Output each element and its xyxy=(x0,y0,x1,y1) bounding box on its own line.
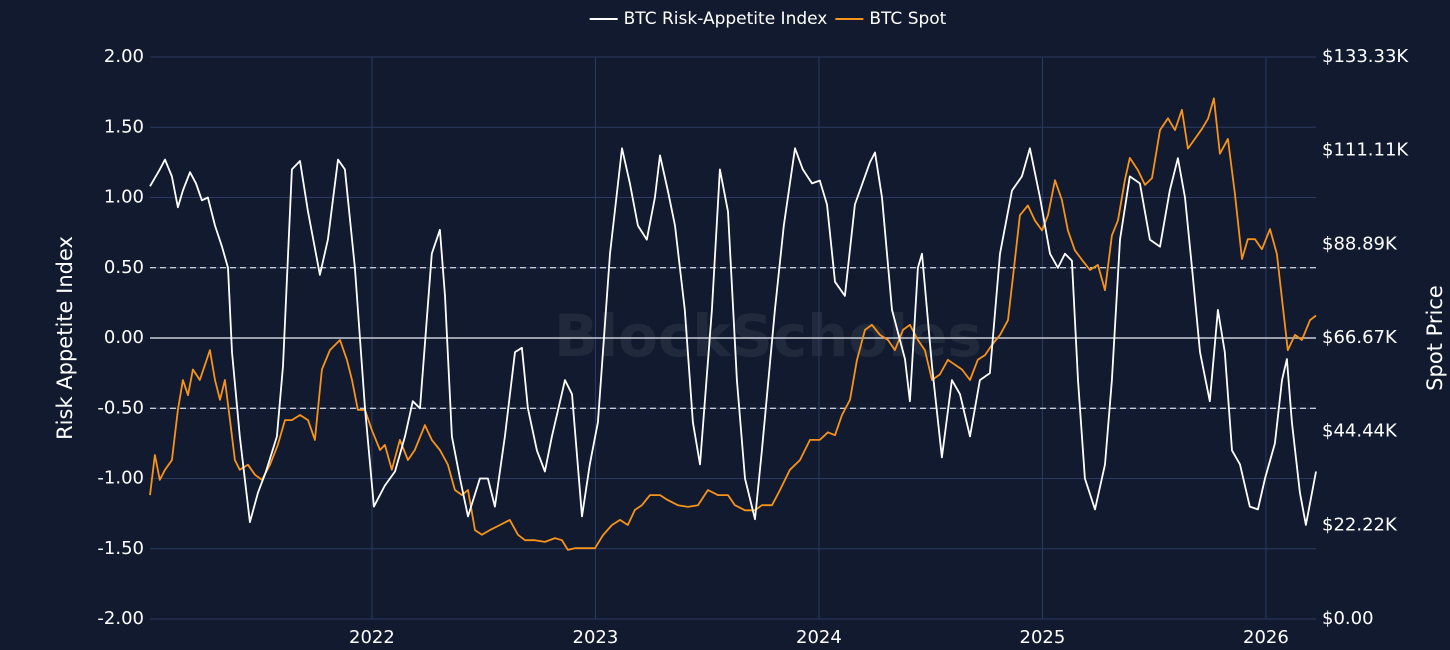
y-tick-label: -1.00 xyxy=(97,468,144,489)
series-line xyxy=(149,97,1317,551)
y-tick-label: -0.50 xyxy=(97,397,144,418)
legend-label: BTC Spot xyxy=(869,9,946,29)
y-tick-label: -2.00 xyxy=(97,608,144,629)
y2-tick-label: $133.33K xyxy=(1322,46,1409,67)
y2-axis-label: Spot Price xyxy=(1423,285,1447,391)
y-tick-label: 2.00 xyxy=(104,46,144,67)
y2-tick-label: $0.00 xyxy=(1322,608,1374,629)
watermark: BlockScholes xyxy=(554,302,982,370)
y-tick-label: 0.50 xyxy=(104,257,144,278)
legend: BTC Risk-Appetite Index BTC Spot xyxy=(589,9,947,29)
y-tick-label: 1.00 xyxy=(104,187,144,208)
x-tick-label: 2022 xyxy=(349,627,395,648)
y2-tick-label: $22.22K xyxy=(1322,514,1398,535)
y-tick-label: 0.00 xyxy=(104,327,144,348)
x-tick-label: 2025 xyxy=(1020,627,1066,648)
x-tick-label: 2026 xyxy=(1243,627,1289,648)
y2-tick-label: $44.44K xyxy=(1322,421,1398,442)
series-line xyxy=(149,147,1317,526)
y-axis-label: Risk Appetite Index xyxy=(53,236,77,440)
x-tick-label: 2023 xyxy=(573,627,619,648)
y2-tick-label: $111.11K xyxy=(1322,140,1409,161)
y-tick-label: 1.50 xyxy=(104,116,144,137)
x-tick-label: 2024 xyxy=(796,627,842,648)
legend-label: BTC Risk-Appetite Index xyxy=(624,9,828,29)
y-tick-label: -1.50 xyxy=(97,538,144,559)
y2-tick-label: $66.67K xyxy=(1322,327,1398,348)
y2-tick-label: $88.89K xyxy=(1322,233,1398,254)
